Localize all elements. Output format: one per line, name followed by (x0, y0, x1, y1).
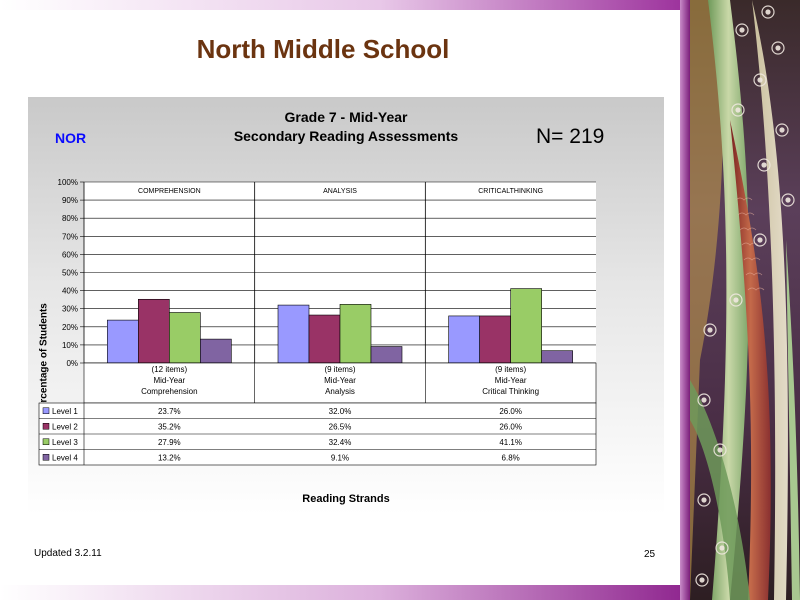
data-table-value: 41.1% (499, 438, 522, 447)
bar-level-4 (200, 338, 232, 364)
data-table-value: 26.0% (499, 422, 522, 431)
data-table-value: 26.0% (499, 407, 522, 416)
bar-level-4 (370, 346, 403, 364)
y-tick-label: 10% (62, 341, 78, 350)
y-tick-label: 40% (62, 287, 78, 296)
strand-label: ANALYSIS (323, 188, 357, 195)
y-tick-label: 20% (62, 323, 78, 332)
category-label: Comprehension (141, 387, 197, 396)
legend-swatch (42, 454, 50, 461)
student-count-label: N= 219 (536, 125, 605, 148)
legend-label: Level 2 (52, 422, 78, 431)
bar-level-3 (169, 312, 201, 364)
school-code-label: NOR (55, 130, 87, 146)
category-label: Mid-Year (324, 376, 356, 385)
legend-swatch (42, 407, 50, 414)
data-table-value: 6.8% (502, 453, 520, 462)
y-tick-label: 100% (58, 178, 78, 187)
floral-pattern-graphic (690, 0, 800, 600)
legend-label: Level 1 (52, 407, 78, 416)
y-tick-label: 90% (62, 196, 78, 205)
page-number: 25 (644, 549, 656, 560)
bottom-border-band (0, 585, 690, 600)
bar-level-2 (308, 314, 341, 364)
y-tick-label: 50% (62, 269, 78, 278)
bar-level-1 (277, 304, 310, 364)
category-label: (9 items) (324, 365, 355, 374)
bar-level-2 (479, 315, 511, 364)
category-label: Mid-Year (495, 376, 527, 385)
updated-date: Updated 3.2.11 (34, 548, 102, 559)
category-label: (9 items) (495, 365, 526, 374)
data-table-value: 26.5% (329, 422, 352, 431)
data-table-value: 32.0% (329, 407, 352, 416)
category-label: Mid-Year (153, 376, 185, 385)
legend-swatch (42, 423, 50, 430)
data-table-value: 13.2% (158, 453, 181, 462)
bar-chart-plot: 0% 10% 20% 30% 40% 50% 60% 70% 80% 90% 100% COMPREH… (38, 178, 597, 466)
bar-level-3 (339, 304, 372, 364)
category-label: Analysis (325, 387, 355, 396)
data-table-value: 9.1% (331, 453, 349, 462)
category-label: (12 items) (152, 365, 188, 374)
right-border-band (680, 0, 690, 600)
chart-subtitle: Secondary Reading Assessments (233, 128, 459, 144)
x-axis-title: Reading Strands (302, 493, 390, 505)
bar-level-2 (138, 298, 170, 364)
category-label-area (83, 362, 597, 404)
y-tick-label: 30% (62, 305, 78, 314)
data-table-value: 32.4% (329, 438, 352, 447)
bar-level-3 (510, 288, 542, 364)
chart-title: Grade 7 - Mid-Year (284, 109, 408, 125)
data-table-value: 27.9% (158, 438, 181, 447)
y-tick-label: 70% (62, 232, 78, 241)
strand-label: COMPREHENSION (138, 188, 201, 195)
top-border-band (0, 0, 690, 10)
category-label: Critical Thinking (482, 387, 539, 396)
bar-level-4 (541, 350, 573, 364)
slide-title: North Middle School (196, 34, 450, 64)
y-tick-label: 60% (62, 250, 78, 259)
chart-panel: Grade 7 - Mid-Year Secondary Reading Ass… (28, 97, 664, 515)
y-tick-label: 0% (66, 359, 78, 368)
decorative-floral-panel (690, 0, 800, 600)
bar-level-1 (448, 315, 480, 364)
strand-label: CRITICALTHINKING (478, 188, 543, 195)
legend-label: Level 4 (52, 453, 78, 462)
bar-level-1 (107, 319, 139, 364)
legend-label: Level 3 (52, 438, 78, 447)
legend-swatch (42, 438, 50, 445)
data-table-value: 35.2% (158, 422, 181, 431)
data-table-value: 23.7% (158, 407, 181, 416)
y-tick-label: 80% (62, 214, 78, 223)
